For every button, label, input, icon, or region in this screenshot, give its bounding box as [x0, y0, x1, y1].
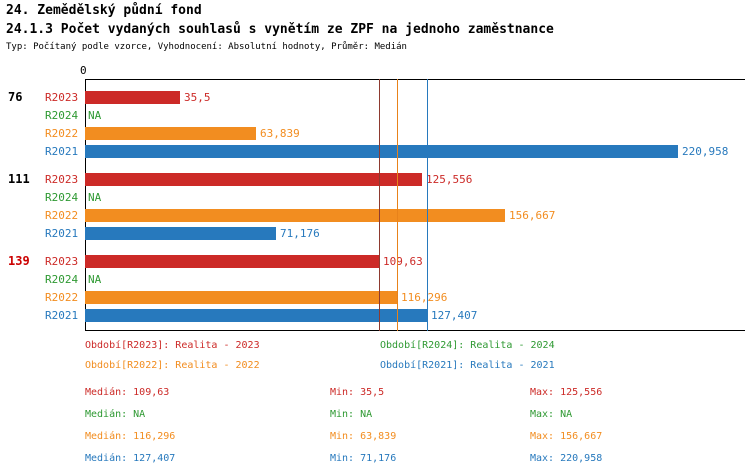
legend-item: Období[R2022]: Realita - 2022 — [85, 360, 260, 371]
bar-group: 139 R2023 109,63 R2024 NA R2022 116,296 R2021 12… — [0, 253, 750, 325]
bar-value-label: 125,556 — [426, 173, 473, 186]
bar-row: R2022 156,667 — [0, 207, 750, 225]
stats-max: Max: 125,556 — [530, 387, 603, 398]
series-label: R2022 — [45, 291, 79, 304]
bar-row: R2021 71,176 — [0, 225, 750, 243]
legend-col-left: Období[R2023]: Realita - 2023 Období[R202… — [85, 340, 260, 380]
median-reference-line — [379, 79, 380, 331]
section-title: 24. Zemědělský půdní fond — [6, 3, 202, 18]
bar — [85, 91, 180, 104]
bar-group: 111 R2023 125,556 R2024 NA R2022 156,667 R2021 7… — [0, 171, 750, 243]
chart-plot: 76 R2023 35,5 R2024 NA R2022 63,839 R2021 220,95… — [0, 89, 750, 335]
stats: Medián: 109,63 Min: 35,5 Max: 125,556 Mediá… — [0, 387, 750, 475]
bar-row: R2024 NA — [0, 271, 750, 289]
legend-item: Období[R2023]: Realita - 2023 — [85, 340, 260, 351]
chart-area: 0 76 R2023 35,5 R2024 NA R2022 63,839 R2021 220,… — [0, 64, 750, 335]
stats-row: Medián: 116,296 Min: 63,839 Max: 156,667 — [0, 431, 750, 453]
group-label: 139 — [8, 254, 30, 268]
bar-value-label: NA — [88, 273, 102, 286]
group-label: 76 — [8, 90, 23, 104]
bar-value-label: 220,958 — [682, 145, 729, 158]
axis-line-top — [85, 79, 745, 80]
series-label: R2024 — [45, 191, 79, 204]
axis-line-left — [85, 79, 86, 331]
x-axis-zero-label: 0 — [80, 64, 87, 77]
bar — [85, 227, 276, 240]
bar-value-label: NA — [88, 109, 102, 122]
bar-group: 76 R2023 35,5 R2024 NA R2022 63,839 R2021 220,95… — [0, 89, 750, 161]
bar — [85, 127, 256, 140]
stats-max: Max: 156,667 — [530, 431, 603, 442]
series-label: R2024 — [45, 109, 79, 122]
stats-median: Medián: 109,63 — [85, 387, 170, 398]
stats-min: Min: 71,176 — [330, 453, 397, 464]
stats-row: Medián: 109,63 Min: 35,5 Max: 125,556 — [0, 387, 750, 409]
stats-max: Max: NA — [530, 409, 573, 420]
group-label: 111 — [8, 172, 30, 186]
bar-value-label: 156,667 — [509, 209, 556, 222]
bar-value-label: NA — [88, 191, 102, 204]
bar-row: R2022 63,839 — [0, 125, 750, 143]
series-label: R2024 — [45, 273, 79, 286]
series-label: R2021 — [45, 309, 79, 322]
bar — [85, 209, 505, 222]
bar — [85, 173, 422, 186]
bar-row: R2023 125,556 — [0, 171, 750, 189]
legend-item: Období[R2024]: Realita - 2024 — [380, 340, 555, 351]
series-label: R2023 — [45, 91, 79, 104]
chart-subtitle: Typ: Počítaný podle vzorce, Vyhodnocení:… — [6, 42, 407, 52]
stats-median: Medián: 116,296 — [85, 431, 176, 442]
series-label: R2023 — [45, 255, 79, 268]
bar-row: R2022 116,296 — [0, 289, 750, 307]
bar-row: R2023 109,63 — [0, 253, 750, 271]
bar — [85, 145, 678, 158]
bar-value-label: 109,63 — [383, 255, 423, 268]
bar — [85, 291, 397, 304]
stats-median: Medián: NA — [85, 409, 146, 420]
bar-row: R2023 35,5 — [0, 89, 750, 107]
median-reference-line — [397, 79, 398, 331]
stats-min: Min: 35,5 — [330, 387, 385, 398]
bar — [85, 255, 379, 268]
stats-row: Medián: NA Min: NA Max: NA — [0, 409, 750, 431]
bar-value-label: 71,176 — [280, 227, 320, 240]
series-label: R2021 — [45, 145, 79, 158]
stats-median: Medián: 127,407 — [85, 453, 176, 464]
series-label: R2023 — [45, 173, 79, 186]
bar — [85, 309, 427, 322]
series-label: R2022 — [45, 127, 79, 140]
bar-value-label: 127,407 — [431, 309, 478, 322]
bar-value-label: 63,839 — [260, 127, 300, 140]
series-label: R2021 — [45, 227, 79, 240]
stats-row: Medián: 127,407 Min: 71,176 Max: 220,958 — [0, 453, 750, 475]
stats-max: Max: 220,958 — [530, 453, 603, 464]
bar-row: R2024 NA — [0, 107, 750, 125]
bar-row: R2021 220,958 — [0, 143, 750, 161]
axis-line-bottom — [85, 330, 745, 331]
series-label: R2022 — [45, 209, 79, 222]
legend-item: Období[R2021]: Realita - 2021 — [380, 360, 555, 371]
median-reference-line — [427, 79, 428, 331]
stats-min: Min: 63,839 — [330, 431, 397, 442]
legend-col-right: Období[R2024]: Realita - 2024 Období[R202… — [380, 340, 555, 380]
bar-row: R2024 NA — [0, 189, 750, 207]
bar-value-label: 35,5 — [184, 91, 211, 104]
indicator-title: 24.1.3 Počet vydaných souhlasů s vynětím… — [6, 22, 554, 37]
stats-min: Min: NA — [330, 409, 373, 420]
bar-row: R2021 127,407 — [0, 307, 750, 325]
bar-value-label: 116,296 — [401, 291, 448, 304]
